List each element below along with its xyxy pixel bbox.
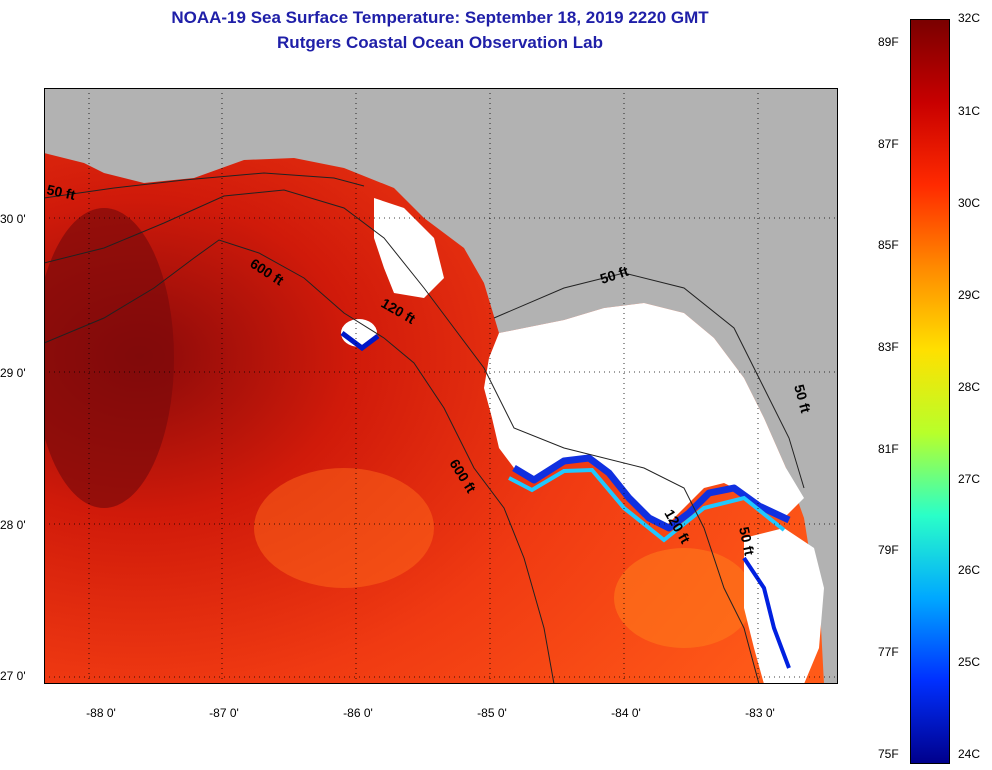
cold-upwelling-fringe [742, 556, 791, 669]
colorbar-fahrenheit-label: 87F [878, 137, 899, 151]
colorbar-celsius-label: 32C [958, 11, 981, 25]
colorbar-celsius-label: 28C [958, 380, 981, 394]
colorbar-fahrenheit-label: 89F [878, 35, 899, 49]
cloud-cover [484, 303, 804, 528]
orange-patch [254, 468, 434, 588]
colorbar-fahrenheit-label: 79F [878, 543, 899, 557]
warm-core [44, 208, 174, 508]
orange-patch [614, 548, 754, 648]
colorbar-celsius-label: 30C [958, 196, 981, 210]
cold-upwelling-fringe [340, 331, 380, 352]
map-subtitle: Rutgers Coastal Ocean Observation Lab [277, 33, 603, 52]
sst-map: 50 ft 600 ft 120 ft 50 ft 600 ft 50 ft 1… [44, 88, 838, 684]
x-tick-label: -85 0' [477, 706, 507, 720]
contour-label: 50 ft [45, 181, 77, 203]
colorbar-fahrenheit-label: 75F [878, 747, 899, 761]
x-tick-label: -86 0' [343, 706, 373, 720]
x-tick-label: -87 0' [209, 706, 239, 720]
cloud-cover [374, 198, 444, 298]
colorbar-fahrenheit-label: 83F [878, 340, 899, 354]
colorbar-fahrenheit-label: 85F [878, 238, 899, 252]
colorbar-celsius-label: 31C [958, 104, 981, 118]
contour-50ft [493, 272, 805, 489]
cloud-cover [744, 528, 824, 684]
bathymetry-contours [44, 172, 805, 684]
x-tick-label: -83 0' [745, 706, 775, 720]
land-mass [44, 88, 838, 684]
y-tick-label: 27 0' [0, 669, 26, 683]
colorbar-celsius-label: 25C [958, 655, 981, 669]
contour-label: 50 ft [736, 525, 758, 557]
x-tick-label: -84 0' [611, 706, 641, 720]
colorbar-fahrenheit-label: 77F [878, 645, 899, 659]
colorbar-celsius-label: 24C [958, 747, 981, 761]
contour-50ft [44, 172, 365, 199]
y-tick-label: 29 0' [0, 366, 26, 380]
x-tick-label: -88 0' [86, 706, 116, 720]
colorbar-celsius-label: 26C [958, 563, 981, 577]
contour-120ft [44, 189, 760, 684]
colorbar-fahrenheit-label: 81F [878, 442, 899, 456]
y-tick-label: 28 0' [0, 518, 26, 532]
cold-upwelling-fringe [512, 454, 791, 532]
map-frame [44, 88, 838, 684]
y-tick-label: 30 0' [0, 212, 26, 226]
temperature-colorbar [910, 19, 950, 764]
contour-600ft [44, 239, 555, 684]
contour-label: 50 ft [791, 383, 814, 415]
map-title: NOAA-19 Sea Surface Temperature: Septemb… [171, 8, 709, 27]
colorbar-celsius-label: 29C [958, 288, 981, 302]
colorbar-celsius-label: 27C [958, 472, 981, 486]
